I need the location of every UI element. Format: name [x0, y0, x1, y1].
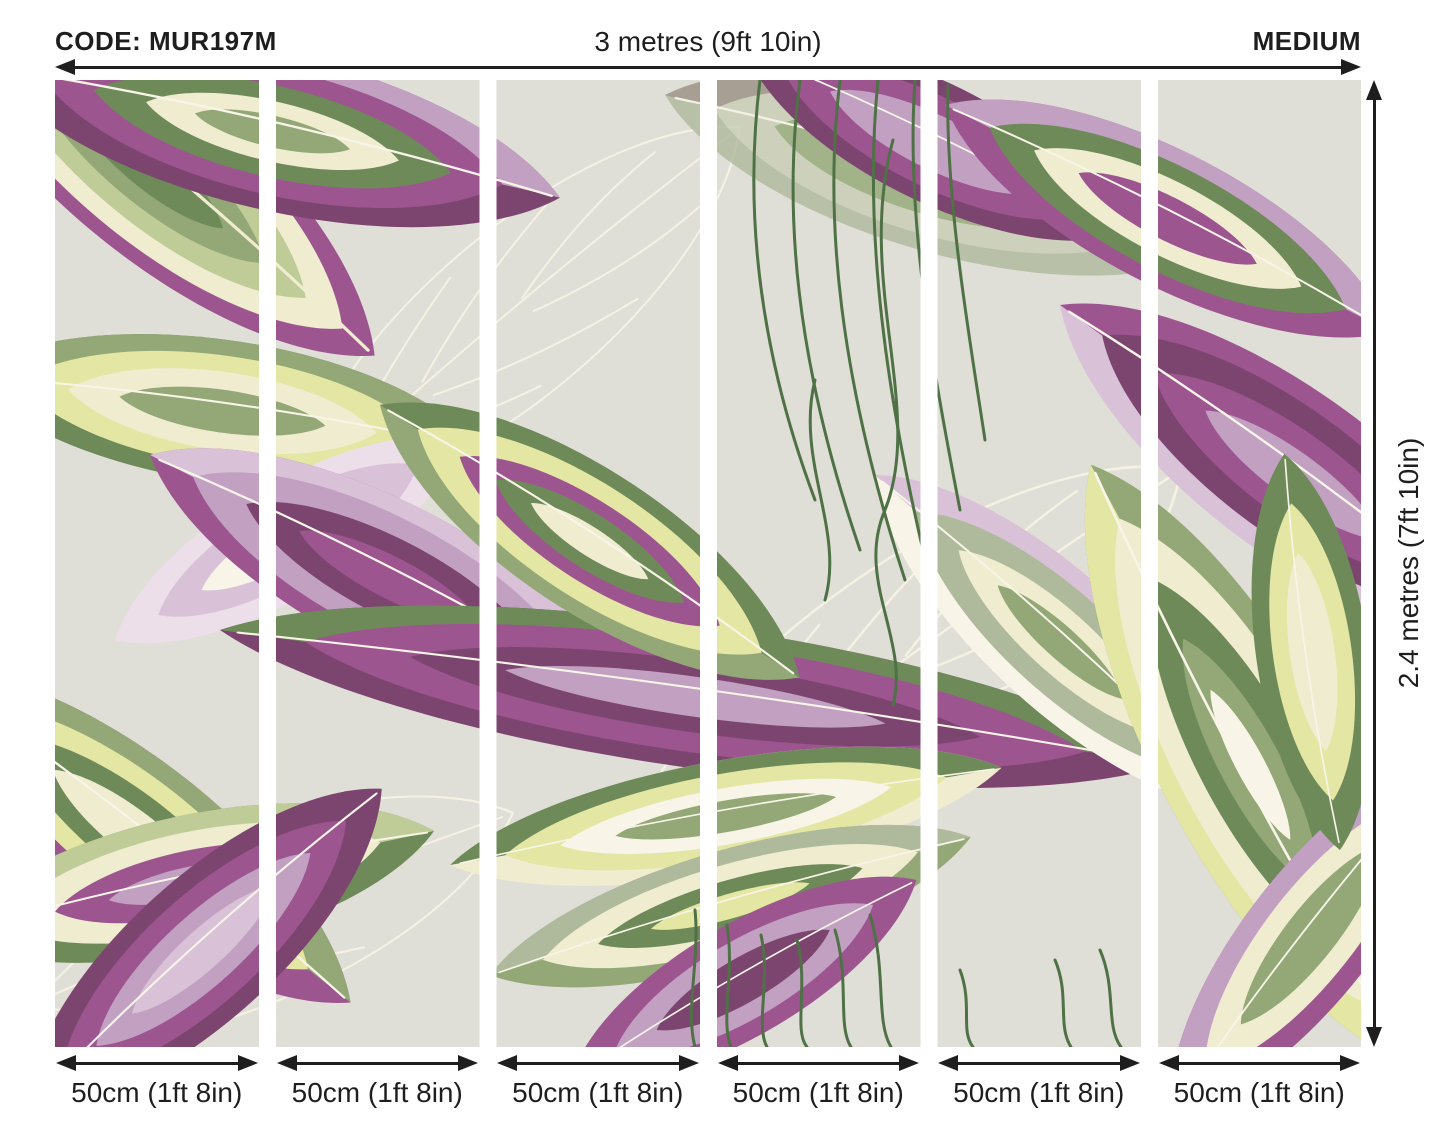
arrowhead-right-icon	[1341, 59, 1361, 75]
arrowhead-right-icon	[678, 1055, 699, 1071]
product-size-label: MEDIUM	[1252, 26, 1361, 56]
arrowhead-down-icon	[1366, 1027, 1382, 1047]
arrowhead-right-icon	[1119, 1055, 1140, 1071]
panel-gap	[1141, 80, 1158, 1047]
panel-width-arrow	[717, 1055, 919, 1071]
panel-width-arrow	[1158, 1055, 1360, 1071]
total-height-label: 2.4 metres (7ft 10in)	[1393, 437, 1424, 689]
arrow-line	[517, 1061, 679, 1065]
panel-width-cell: 50cm (1ft 8in)	[496, 1055, 700, 1109]
panel-width-cell: 50cm (1ft 8in)	[55, 1055, 259, 1109]
mural-panel-area	[55, 80, 1361, 1047]
panel-width-label: 50cm (1ft 8in)	[71, 1077, 243, 1108]
panel-gap	[479, 80, 497, 1047]
arrow-line	[76, 1061, 238, 1065]
arrowhead-up-icon	[1366, 80, 1382, 100]
arrowhead-right-icon	[1340, 1055, 1360, 1071]
panel-width-arrow	[938, 1055, 1140, 1071]
panel-width-arrow	[497, 1055, 699, 1071]
arrowhead-right-icon	[458, 1055, 478, 1071]
mural-artwork	[55, 80, 1361, 1047]
arrow-line	[737, 1061, 899, 1065]
product-code-label: CODE: MUR197M	[55, 26, 277, 56]
arrowhead-left-icon	[56, 1055, 76, 1071]
panel-width-arrow	[276, 1055, 478, 1071]
panel-width-label: 50cm (1ft 8in)	[953, 1077, 1125, 1108]
arrowhead-left-icon	[497, 1055, 517, 1071]
total-height-arrow	[1366, 80, 1382, 1047]
panel-gap	[259, 80, 276, 1047]
panel-gap	[700, 80, 717, 1047]
panel-width-label: 50cm (1ft 8in)	[291, 1077, 463, 1108]
panel-width-cell: 50cm (1ft 8in)	[937, 1055, 1141, 1109]
arrowhead-right-icon	[899, 1055, 919, 1071]
arrowhead-left-icon	[276, 1055, 297, 1071]
arrow-line	[75, 65, 1341, 69]
arrow-line	[958, 1061, 1120, 1065]
arrowhead-left-icon	[717, 1055, 738, 1071]
panel-gap	[920, 80, 938, 1047]
panel-width-row: 50cm (1ft 8in) 50cm (1ft 8in) 50cm (1ft …	[55, 1055, 1361, 1109]
arrowhead-left-icon	[55, 59, 75, 75]
panel-width-label: 50cm (1ft 8in)	[512, 1077, 684, 1108]
vine-lines	[689, 908, 1123, 1047]
panel-width-label: 50cm (1ft 8in)	[1173, 1077, 1345, 1108]
arrowhead-left-icon	[938, 1055, 958, 1071]
panel-width-label: 50cm (1ft 8in)	[732, 1077, 904, 1108]
panel-width-cell: 50cm (1ft 8in)	[276, 1055, 480, 1109]
arrowhead-left-icon	[1158, 1055, 1179, 1071]
panel-width-cell: 50cm (1ft 8in)	[717, 1055, 921, 1109]
total-width-arrow	[55, 59, 1361, 75]
total-width-label: 3 metres (9ft 10in)	[594, 26, 822, 57]
arrowhead-right-icon	[237, 1055, 258, 1071]
arrow-line	[296, 1061, 458, 1065]
arrow-line	[1178, 1061, 1340, 1065]
panel-width-arrow	[56, 1055, 258, 1071]
arrow-line	[1372, 100, 1376, 1027]
panel-width-cell: 50cm (1ft 8in)	[1158, 1055, 1362, 1109]
